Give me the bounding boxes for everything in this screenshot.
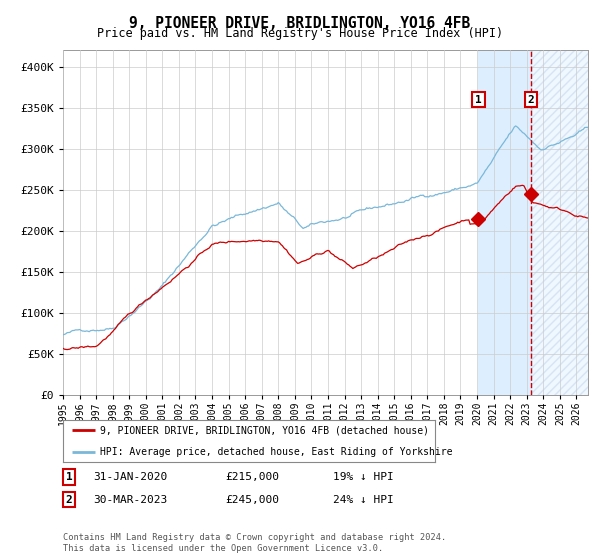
- Text: Contains HM Land Registry data © Crown copyright and database right 2024.
This d: Contains HM Land Registry data © Crown c…: [63, 533, 446, 553]
- Text: 9, PIONEER DRIVE, BRIDLINGTON, YO16 4FB (detached house): 9, PIONEER DRIVE, BRIDLINGTON, YO16 4FB …: [100, 425, 429, 435]
- Text: Price paid vs. HM Land Registry's House Price Index (HPI): Price paid vs. HM Land Registry's House …: [97, 27, 503, 40]
- Text: £215,000: £215,000: [225, 472, 279, 482]
- Text: £245,000: £245,000: [225, 494, 279, 505]
- Text: 24% ↓ HPI: 24% ↓ HPI: [333, 494, 394, 505]
- Text: HPI: Average price, detached house, East Riding of Yorkshire: HPI: Average price, detached house, East…: [100, 447, 453, 457]
- Text: 30-MAR-2023: 30-MAR-2023: [93, 494, 167, 505]
- Text: 1: 1: [65, 472, 73, 482]
- Bar: [478, 50, 531, 395]
- Text: 1: 1: [475, 95, 482, 105]
- Text: 9, PIONEER DRIVE, BRIDLINGTON, YO16 4FB: 9, PIONEER DRIVE, BRIDLINGTON, YO16 4FB: [130, 16, 470, 31]
- Bar: [531, 50, 588, 395]
- Text: 2: 2: [527, 95, 534, 105]
- Text: 31-JAN-2020: 31-JAN-2020: [93, 472, 167, 482]
- Text: 19% ↓ HPI: 19% ↓ HPI: [333, 472, 394, 482]
- Text: 2: 2: [65, 494, 73, 505]
